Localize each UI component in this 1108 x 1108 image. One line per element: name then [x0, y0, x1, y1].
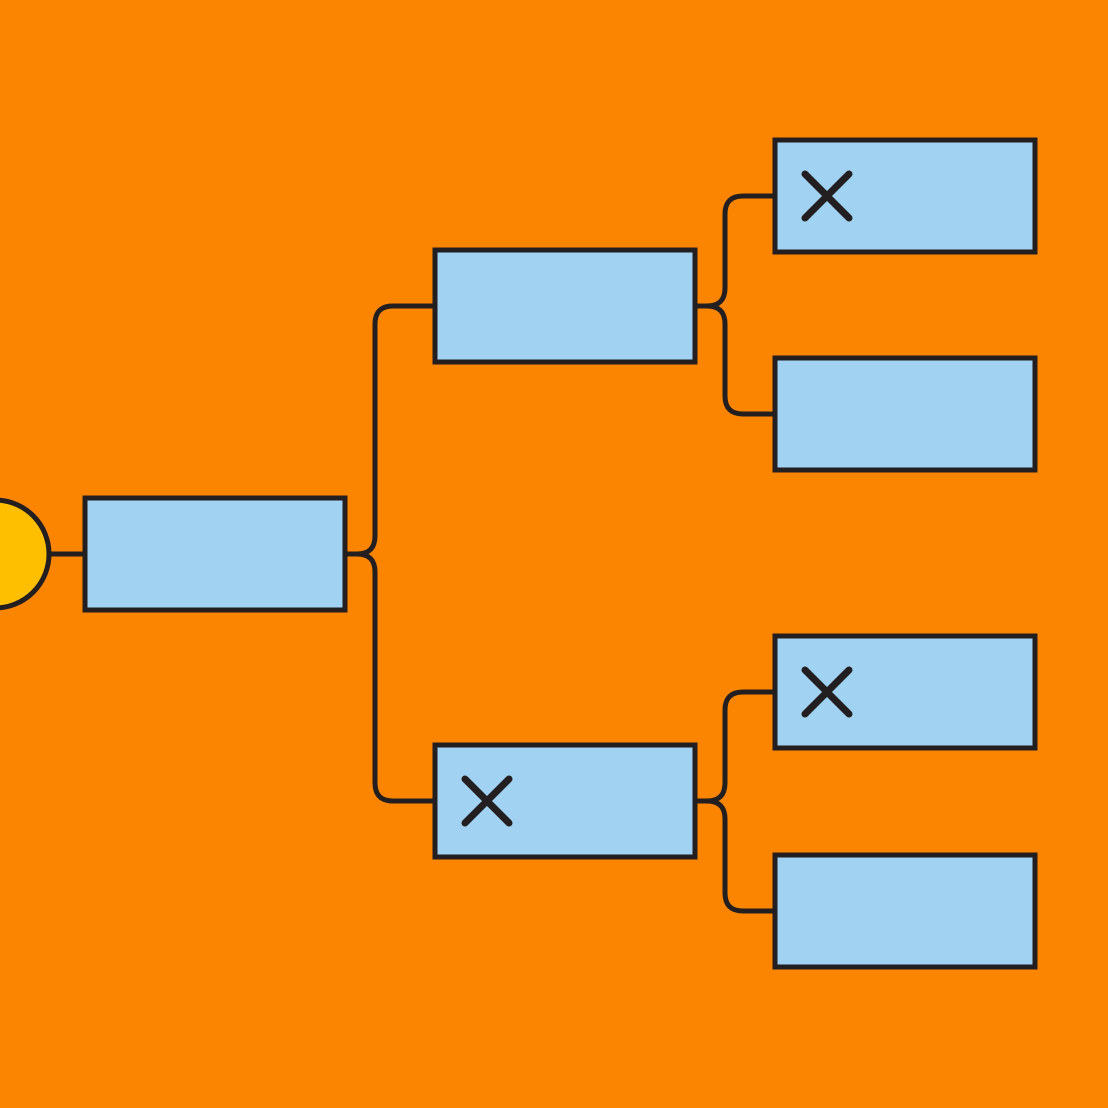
- node-b2: [435, 745, 695, 857]
- node-b1: [435, 250, 695, 362]
- node-root: [85, 498, 345, 610]
- node-c2-box: [775, 358, 1035, 470]
- node-c3-box: [775, 636, 1035, 748]
- node-c4-box: [775, 855, 1035, 967]
- tree-diagram: [0, 0, 1108, 1108]
- node-c3: [775, 636, 1035, 748]
- node-b2-box: [435, 745, 695, 857]
- node-c2: [775, 358, 1035, 470]
- node-c1: [775, 140, 1035, 252]
- node-root-box: [85, 498, 345, 610]
- node-c1-box: [775, 140, 1035, 252]
- node-c4: [775, 855, 1035, 967]
- node-b1-box: [435, 250, 695, 362]
